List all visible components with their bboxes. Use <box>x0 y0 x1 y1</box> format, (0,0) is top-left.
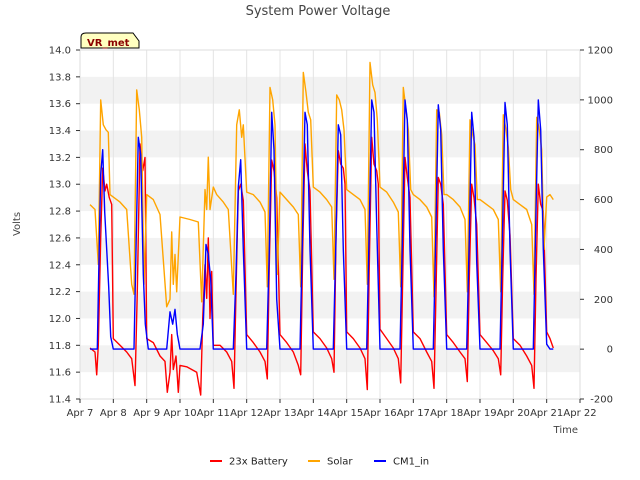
left-y-tick-label: 11.6 <box>49 368 71 379</box>
x-tick-label: Apr 8 <box>100 408 127 419</box>
right-y-tick-label: 200 <box>594 295 613 306</box>
x-tick-label: Apr 12 <box>230 408 263 419</box>
x-tick-label: Apr 22 <box>563 408 596 419</box>
left-y-tick-label: 12.0 <box>49 314 71 325</box>
left-y-tick-label: 12.4 <box>49 260 71 271</box>
x-tick-label: Apr 18 <box>430 408 463 419</box>
x-axis-label: Time <box>553 425 578 436</box>
left-y-tick-label: 13.0 <box>49 180 71 191</box>
plot-background-bands <box>80 76 580 373</box>
x-tick-label: Apr 11 <box>197 408 230 419</box>
x-tick-label: Apr 20 <box>497 408 530 419</box>
x-tick-label: Apr 16 <box>363 408 396 419</box>
left-y-axis-ticks: 11.4 11.6 11.8 12.0 12.2 12.4 12.6 12.8 13.0 13.2… <box>49 46 80 406</box>
background-band <box>80 291 580 319</box>
legend-label: 23x Battery <box>229 457 288 468</box>
right-y-tick-label: 400 <box>594 245 613 256</box>
x-tick-label: Apr 7 <box>67 408 94 419</box>
plot-frame <box>79 49 581 400</box>
right-y-tick-label: 1200 <box>588 46 613 57</box>
left-y-tick-label: 13.2 <box>49 153 71 164</box>
right-y-tick-label: 1000 <box>588 95 613 106</box>
background-band <box>80 76 580 104</box>
x-axis-ticks: Apr 7 Apr 8 Apr 9 Apr 10 Apr 11 Apr 12 Apr 13 A… <box>67 399 597 419</box>
right-y-tick-label: 0 <box>607 345 613 356</box>
x-tick-label: Apr 9 <box>133 408 160 419</box>
right-y-axis-ticks: -200 0 200 400 600 800 1000 1200 <box>580 46 613 406</box>
left-y-tick-label: 13.4 <box>49 126 71 137</box>
x-tick-label: Apr 21 <box>530 408 563 419</box>
series-lines <box>89 61 554 396</box>
background-band <box>80 184 580 212</box>
legend-label: CM1_in <box>393 457 429 468</box>
legend-label: Solar <box>327 457 353 468</box>
x-tick-label: Apr 13 <box>263 408 296 419</box>
legend: 23x Battery Solar CM1_in <box>210 457 429 468</box>
left-y-tick-label: 12.8 <box>49 207 71 218</box>
left-y-tick-label: 11.4 <box>49 395 71 406</box>
x-tick-label: Apr 19 <box>463 408 496 419</box>
series-solar <box>89 61 554 308</box>
y-axis-label: Volts <box>12 212 23 236</box>
left-y-tick-label: 11.8 <box>49 341 71 352</box>
right-y-tick-label: 600 <box>594 195 613 206</box>
left-y-tick-label: 13.6 <box>49 99 71 110</box>
series-23x-battery <box>89 136 554 396</box>
x-tick-label: Apr 17 <box>397 408 430 419</box>
badge-label: VR_met <box>87 38 130 49</box>
x-tick-label: Apr 14 <box>297 408 330 419</box>
left-y-tick-label: 14.0 <box>49 46 71 57</box>
vr-met-badge: VR_met <box>80 32 140 49</box>
x-tick-label: Apr 10 <box>163 408 196 419</box>
background-band <box>80 130 580 158</box>
right-y-tick-label: -200 <box>590 395 613 406</box>
series-cm1-in <box>90 99 554 350</box>
left-y-tick-label: 12.2 <box>49 287 71 298</box>
right-y-tick-label: 800 <box>594 145 613 156</box>
left-y-tick-label: 12.6 <box>49 233 71 244</box>
chart-title: System Power Voltage <box>246 4 391 19</box>
background-band <box>80 237 580 265</box>
x-tick-label: Apr 15 <box>330 408 363 419</box>
left-y-tick-label: 13.8 <box>49 72 71 83</box>
